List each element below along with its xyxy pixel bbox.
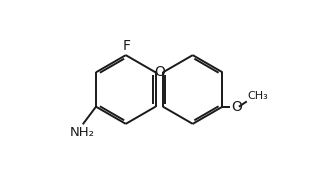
Text: O: O bbox=[154, 65, 165, 79]
Text: NH₂: NH₂ bbox=[70, 126, 94, 139]
Text: F: F bbox=[123, 39, 131, 53]
Text: O: O bbox=[231, 100, 242, 114]
Text: CH₃: CH₃ bbox=[247, 91, 268, 101]
